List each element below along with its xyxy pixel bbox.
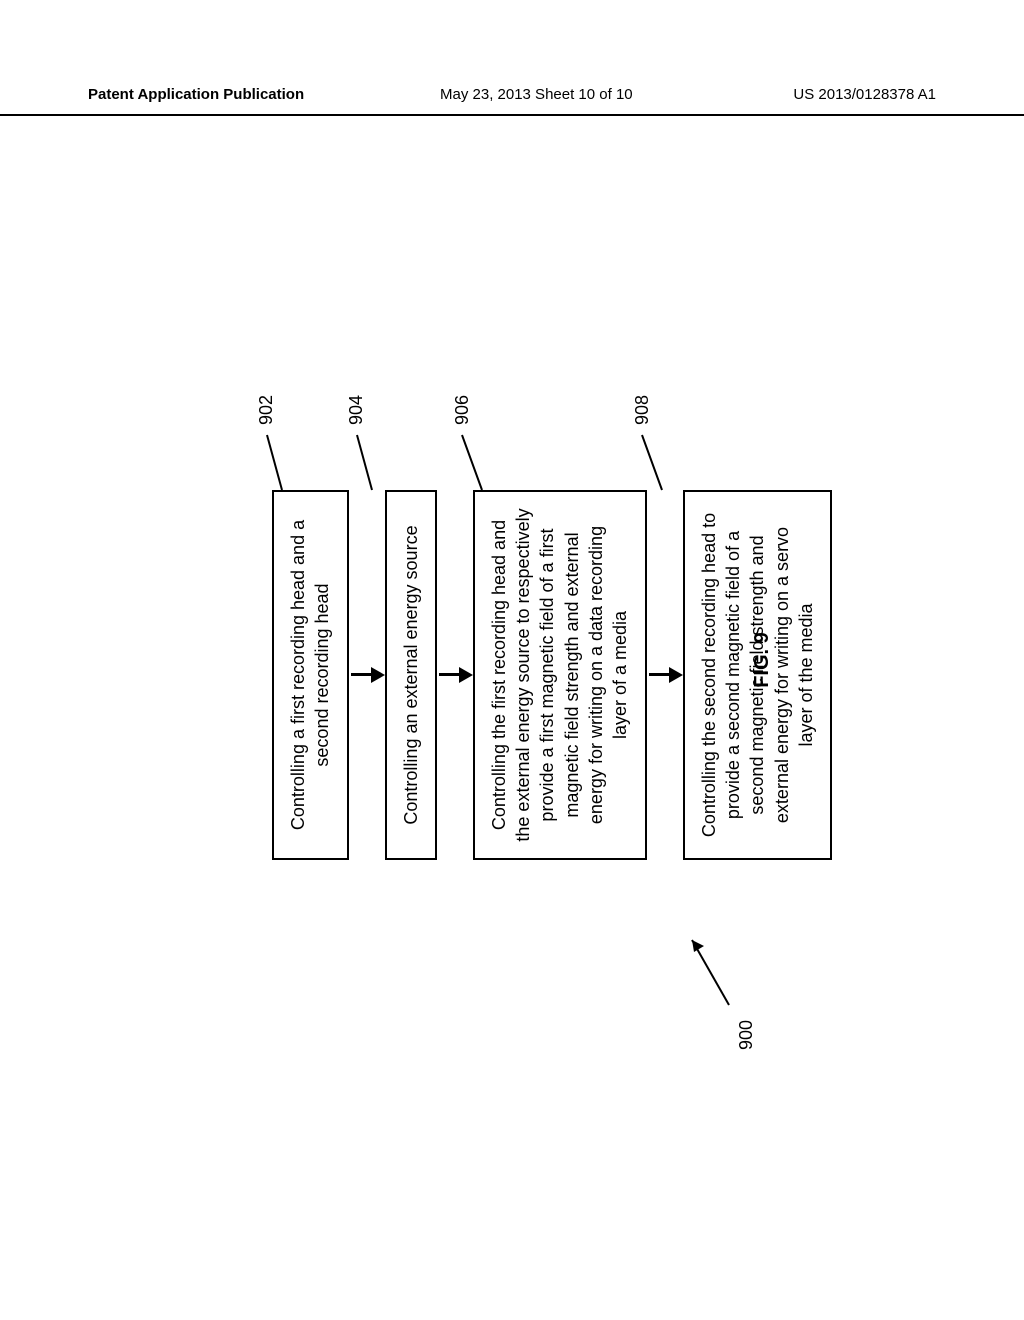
flowchart-diagram: Controlling a first recording head and a… bbox=[232, 200, 792, 1120]
callout-ref-906: 906 bbox=[452, 395, 473, 425]
flow-node-906: Controlling the first recording head and… bbox=[473, 490, 647, 860]
node-label: Controlling an external energy source bbox=[401, 525, 421, 824]
node-label: Controlling the first recording head and… bbox=[489, 508, 630, 841]
overall-ref-900: 900 bbox=[736, 1020, 757, 1050]
arrow-down-icon bbox=[669, 667, 683, 683]
flow-edge bbox=[349, 667, 385, 683]
header-mid: May 23, 2013 Sheet 10 of 10 bbox=[440, 86, 633, 103]
page-header: Patent Application Publication May 23, 2… bbox=[0, 86, 1024, 116]
flow-node-902: Controlling a first recording head and a… bbox=[272, 490, 349, 860]
flow-node-904: Controlling an external energy source bbox=[385, 490, 437, 860]
flow-edge bbox=[647, 667, 683, 683]
header-left: Patent Application Publication bbox=[88, 86, 304, 103]
arrow-down-icon bbox=[459, 667, 473, 683]
arrow-down-icon bbox=[371, 667, 385, 683]
header-right: US 2013/0128378 A1 bbox=[793, 86, 936, 103]
node-label: Controlling a first recording head and a… bbox=[288, 520, 332, 830]
flowchart-column: Controlling a first recording head and a… bbox=[272, 490, 832, 860]
callout-ref-902: 902 bbox=[256, 395, 277, 425]
overall-ref-arrow-icon bbox=[684, 920, 734, 1010]
figure-label: FIG. 9 bbox=[751, 632, 774, 688]
callout-ref-904: 904 bbox=[346, 395, 367, 425]
callout-ref-908: 908 bbox=[632, 395, 653, 425]
diagram-container: Controlling a first recording head and a… bbox=[232, 200, 792, 1120]
flow-edge bbox=[437, 667, 473, 683]
